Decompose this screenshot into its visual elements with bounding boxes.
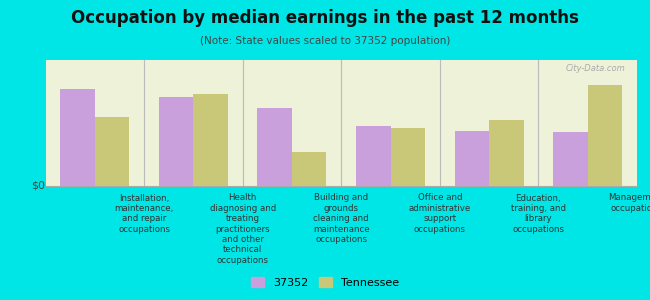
Bar [292, 152, 326, 186]
Text: Occupation by median earnings in the past 12 months: Occupation by median earnings in the pas… [71, 9, 579, 27]
Text: Education,
training, and
library
occupations: Education, training, and library occupat… [511, 194, 566, 234]
Bar [95, 117, 129, 186]
Bar [356, 126, 391, 186]
Text: $0: $0 [31, 181, 46, 191]
Bar [159, 97, 194, 186]
Text: Management
occupations: Management occupations [608, 194, 650, 213]
Text: Building and
grounds
cleaning and
maintenance
occupations: Building and grounds cleaning and mainte… [313, 194, 370, 244]
Bar [391, 128, 425, 186]
Text: Health
diagnosing and
treating
practitioners
and other
technical
occupations: Health diagnosing and treating practitio… [209, 194, 276, 265]
Bar [489, 120, 524, 186]
Bar [194, 94, 228, 186]
Bar [257, 108, 292, 186]
Bar [60, 88, 95, 186]
Text: (Note: State values scaled to 37352 population): (Note: State values scaled to 37352 popu… [200, 36, 450, 46]
Bar [553, 132, 588, 186]
Bar [588, 85, 622, 186]
Bar [454, 131, 489, 186]
Text: Office and
administrative
support
occupations: Office and administrative support occupa… [409, 194, 471, 234]
Text: Installation,
maintenance,
and repair
occupations: Installation, maintenance, and repair oc… [114, 194, 174, 234]
Legend: 37352, Tennessee: 37352, Tennessee [247, 274, 403, 291]
Text: City-Data.com: City-Data.com [566, 64, 625, 73]
